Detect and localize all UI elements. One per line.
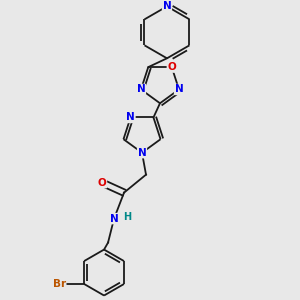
Text: N: N	[110, 214, 118, 224]
Text: O: O	[167, 62, 176, 72]
Text: N: N	[163, 2, 171, 11]
Text: O: O	[98, 178, 106, 188]
Text: Br: Br	[52, 279, 66, 289]
Text: N: N	[136, 84, 146, 94]
Text: N: N	[175, 84, 183, 94]
Text: N: N	[126, 112, 135, 122]
Text: N: N	[138, 148, 146, 158]
Text: H: H	[123, 212, 131, 222]
